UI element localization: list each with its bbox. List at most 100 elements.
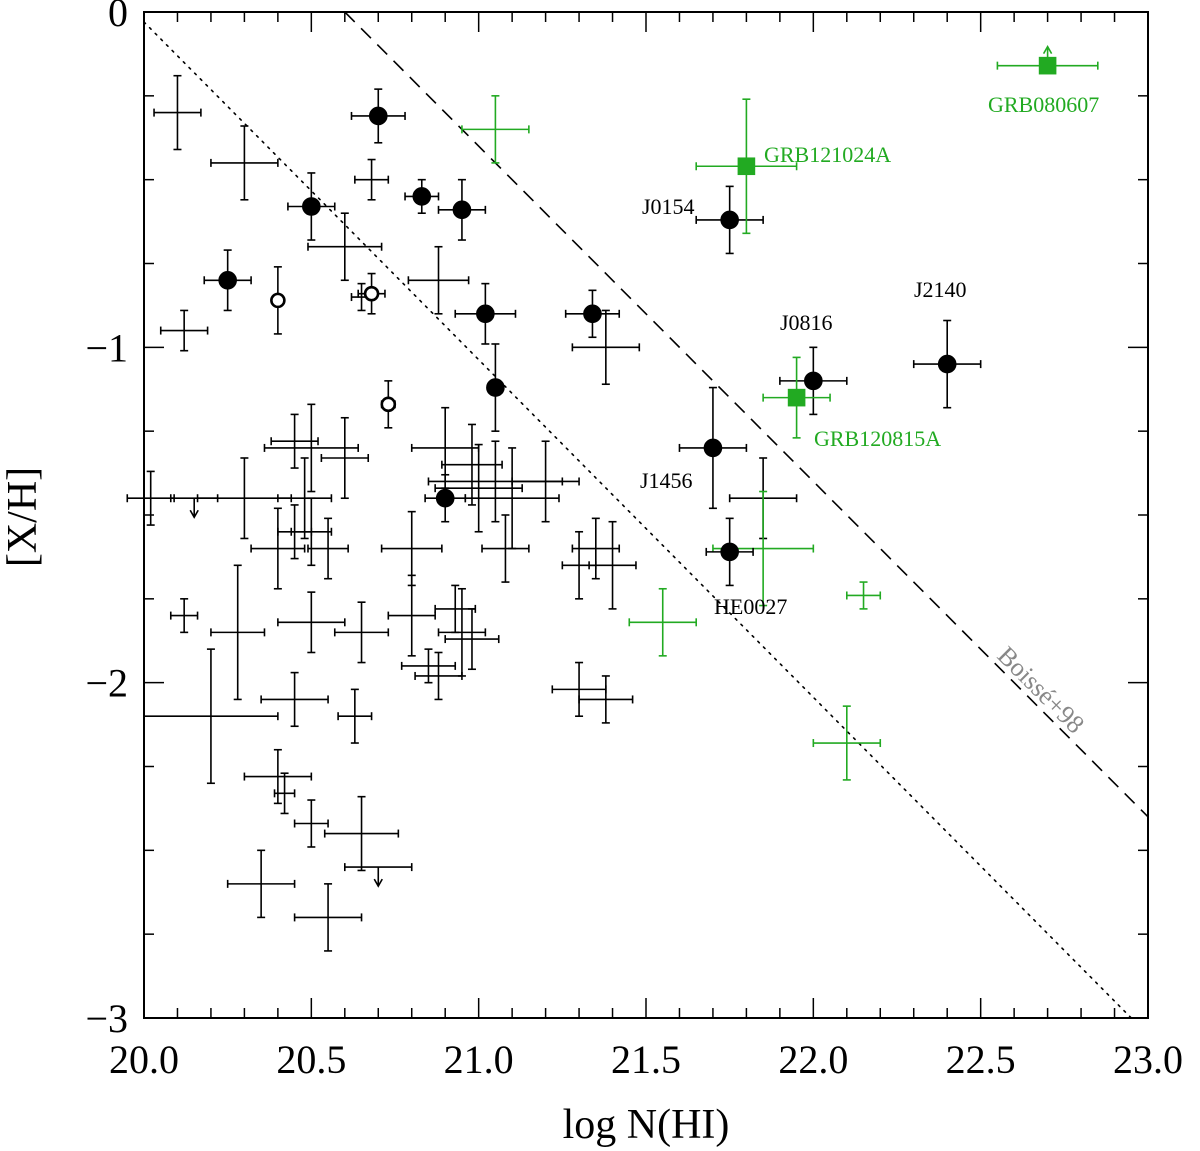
- point-0-33: [210, 564, 266, 701]
- point-0-43: [337, 688, 373, 744]
- point-2-9: [678, 386, 748, 510]
- point-1-3: [845, 581, 882, 610]
- point-0-36: [387, 574, 436, 657]
- point-0-5: [159, 309, 209, 352]
- point-0-52: [293, 883, 363, 952]
- series-2: [203, 88, 982, 587]
- x-tick-20.0: 20.0: [109, 1037, 179, 1082]
- point-1-2: [628, 587, 698, 657]
- point-0-41: [260, 671, 329, 728]
- point-0-0: [153, 74, 202, 151]
- point-3-1: [357, 272, 386, 315]
- label-boisse98: Boissé+98: [992, 641, 1090, 739]
- point-0-18: [277, 457, 333, 540]
- point-0-40: [414, 651, 463, 701]
- label-j0816: J0816: [780, 310, 833, 335]
- point-0-45: [578, 675, 634, 724]
- label-grb120815a: GRB120815A: [814, 426, 941, 451]
- point-0-2: [354, 158, 390, 201]
- point-3-0: [270, 266, 286, 335]
- data-points: [126, 45, 1099, 952]
- point-0-39: [400, 648, 457, 684]
- point-2-8: [424, 473, 467, 523]
- point-2-5: [454, 282, 517, 345]
- point-1-4: [812, 705, 882, 781]
- point-0-3: [307, 212, 383, 282]
- point-2-3: [437, 178, 487, 241]
- y-tick--1: −1: [85, 325, 128, 370]
- point-0-34: [277, 591, 346, 654]
- point-j0816: [779, 346, 848, 416]
- x-tick-labels: 20.0 20.5 21.0 21.5 22.0 22.5 23.0: [109, 1037, 1183, 1082]
- x-tick-22.5: 22.5: [946, 1037, 1016, 1082]
- axes: [143, 11, 1149, 1019]
- reference-lines: [143, 11, 1149, 1019]
- label-j1456: J1456: [640, 468, 693, 493]
- point-0-27: [481, 514, 530, 583]
- point-0-32: [169, 598, 199, 634]
- x-tick-21.5: 21.5: [611, 1037, 681, 1082]
- point-0-44: [551, 661, 607, 718]
- point-0-20: [169, 494, 219, 519]
- x-tick-21.0: 21.0: [444, 1037, 514, 1082]
- point-0-46: [243, 748, 313, 805]
- point-0-35: [333, 601, 390, 664]
- point-2-0: [350, 88, 406, 144]
- point-j0154: [695, 185, 764, 255]
- point-2-4: [203, 249, 252, 312]
- series-3: [270, 266, 397, 429]
- point-grb080607: [996, 45, 1099, 75]
- point-0-16: [511, 440, 580, 523]
- point-grb120815a: [762, 356, 831, 439]
- point-he0027: [705, 517, 754, 587]
- point-0-37: [444, 608, 500, 671]
- point-0-51: [226, 849, 296, 919]
- point-0-1: [210, 125, 279, 201]
- point-0-42: [143, 648, 279, 785]
- point-grb121024a: [695, 98, 798, 235]
- point-0-12: [441, 423, 503, 506]
- point-0-49: [323, 795, 400, 872]
- dotted-reference-line: [143, 21, 1133, 1019]
- point-1-0: [461, 95, 530, 164]
- label-j2140: J2140: [914, 277, 967, 302]
- point-0-48: [293, 799, 329, 848]
- point-0-15: [464, 447, 560, 550]
- point-0-9: [263, 403, 359, 493]
- series-4: [695, 45, 1099, 439]
- point-2-1: [287, 172, 336, 241]
- point-2-2: [404, 178, 440, 214]
- point-0-23: [250, 507, 306, 590]
- y-axis-title: [X/H]: [0, 467, 46, 567]
- point-0-26: [380, 510, 443, 587]
- point-0-50: [343, 863, 413, 888]
- x-tick-23.0: 23.0: [1113, 1037, 1183, 1082]
- x-tick-20.5: 20.5: [276, 1037, 346, 1082]
- series-0: [126, 74, 798, 952]
- point-0-10: [320, 416, 370, 500]
- point-0-24: [290, 497, 333, 567]
- point-0-47: [273, 772, 296, 815]
- point-0-4: [407, 245, 470, 315]
- point-0-38: [437, 587, 487, 677]
- y-tick--3: −3: [85, 996, 128, 1041]
- point-2-6: [564, 289, 621, 339]
- point-0-30: [588, 520, 637, 610]
- point-0-7: [571, 309, 641, 386]
- point-0-13: [434, 443, 523, 533]
- x-axis-title: log N(HI): [563, 1102, 730, 1148]
- point-labels: J0154 J0816 J2140 J1456 HE0027 GRB121024…: [640, 92, 1099, 739]
- y-tick-labels: 0 −1 −2 −3: [85, 0, 128, 1041]
- label-he0027: HE0027: [714, 594, 787, 619]
- label-grb080607: GRB080607: [988, 92, 1099, 117]
- point-j2140: [912, 319, 982, 409]
- label-j0154: J0154: [642, 194, 695, 219]
- x-tick-22.0: 22.0: [778, 1037, 848, 1082]
- y-tick--2: −2: [85, 661, 128, 706]
- label-grb121024a: GRB121024A: [764, 142, 891, 167]
- point-0-25: [307, 517, 349, 580]
- boisse98-line: [344, 11, 1149, 818]
- point-0-8: [270, 413, 319, 469]
- point-2-7: [486, 343, 505, 432]
